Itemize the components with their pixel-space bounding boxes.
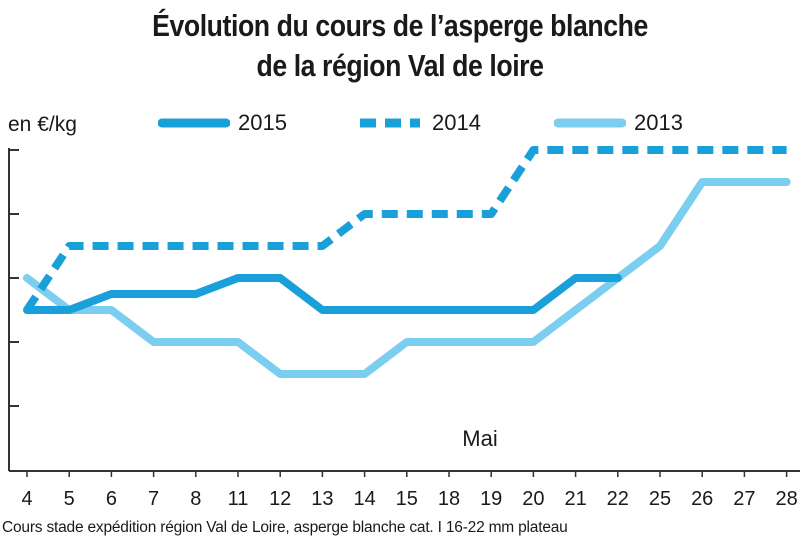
legend-item-2014: 2014	[356, 110, 481, 136]
x-tick-label: 22	[607, 488, 629, 510]
chart-title-line-1: Évolution du cours de l’asperge blanche	[152, 8, 648, 43]
legend-item-2013: 2013	[554, 110, 683, 136]
x-tick-label: 11	[228, 488, 249, 510]
x-tick-label: 8	[190, 488, 201, 510]
x-tick-label: 13	[311, 488, 333, 510]
x-tick-label: 28	[775, 488, 797, 510]
chart-title: Évolution du cours de l’asperge blanche …	[56, 6, 744, 86]
legend-label-2014: 2014	[432, 110, 481, 135]
legend-label-2015: 2015	[238, 110, 287, 135]
x-tick-label: 5	[64, 488, 75, 510]
series-line-2013	[23, 178, 791, 378]
x-tick-labels: 4 5 6 7 8 11 12 13 14 15 18 19 20 21 22 25 26 27 28	[21, 488, 797, 510]
x-tick-label: 14	[353, 488, 375, 510]
chart-title-line-2: de la région Val de loire	[256, 48, 544, 83]
x-tick-label: 7	[148, 488, 159, 510]
y-axis-unit-label: en €/kg	[8, 113, 77, 136]
annotation-mai: Mai	[462, 426, 497, 451]
series-line-2014	[23, 146, 787, 313]
legend-swatch-2014	[360, 118, 420, 128]
x-tick-label: 4	[21, 488, 32, 510]
x-tick-label: 15	[396, 488, 418, 510]
x-tick-label: 20	[522, 488, 544, 510]
x-tick-label: 27	[733, 488, 755, 510]
x-tick-label: 19	[480, 488, 502, 510]
x-tick-label: 6	[106, 488, 117, 510]
x-tick-label: 12	[269, 488, 291, 510]
footnote: Cours stade expédition région Val de Loi…	[2, 519, 568, 536]
legend-swatch-2013	[554, 118, 626, 128]
x-tick-label: 25	[649, 488, 671, 510]
chart-axes	[8, 148, 800, 477]
series-line-2015	[23, 274, 622, 314]
x-tick-label: 18	[438, 488, 460, 510]
x-tick-label: 21	[564, 488, 586, 510]
chart-lines	[23, 146, 791, 378]
legend-label-2013: 2013	[634, 110, 683, 135]
legend-item-2015: 2015	[158, 110, 287, 136]
legend-swatch-2015	[158, 118, 230, 128]
x-tick-label: 26	[691, 488, 713, 510]
